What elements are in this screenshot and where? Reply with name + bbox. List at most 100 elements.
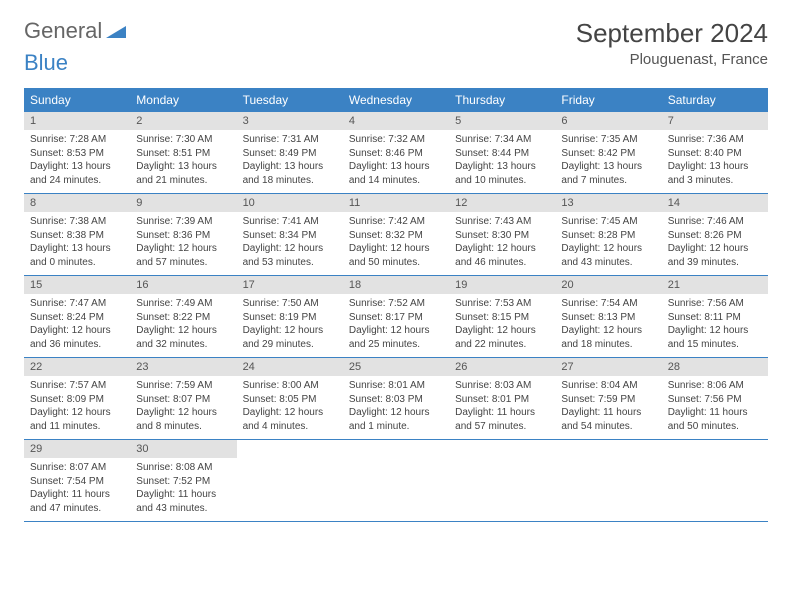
day-content: Sunrise: 7:42 AMSunset: 8:32 PMDaylight:… [343,212,449,269]
day-number: 16 [130,276,236,294]
day-number: 22 [24,358,130,376]
sunrise-line: Sunrise: 8:00 AM [243,379,337,393]
title-block: September 2024 Plouguenast, France [576,18,768,68]
day-number: 8 [24,194,130,212]
daylight-line: Daylight: 12 hours and 25 minutes. [349,324,443,351]
day-cell: 28Sunrise: 8:06 AMSunset: 7:56 PMDayligh… [662,358,768,439]
day-number: 5 [449,112,555,130]
day-cell: 12 Sunrise: 7:43 AMSunset: 8:30 PMDayligh… [449,194,555,275]
daylight-line: Daylight: 11 hours and 47 minutes. [30,488,124,515]
location: Plouguenast, France [576,51,768,68]
sunset-line: Sunset: 8:05 PM [243,393,337,407]
day-cell: 30Sunrise: 8:08 AMSunset: 7:52 PMDayligh… [130,440,236,521]
day-cell: 18Sunrise: 7:52 AMSunset: 8:17 PMDayligh… [343,276,449,357]
sunrise-line: Sunrise: 8:03 AM [455,379,549,393]
daylight-line: Daylight: 12 hours and 22 minutes. [455,324,549,351]
day-content: Sunrise: 7:31 AMSunset: 8:49 PMDaylight:… [237,130,343,187]
day-content: Sunrise: 8:01 AMSunset: 8:03 PMDaylight:… [343,376,449,433]
sunrise-line: Sunrise: 7:43 AM [455,215,549,229]
day-content: Sunrise: 8:06 AMSunset: 7:56 PMDaylight:… [662,376,768,433]
day-header: Tuesday [237,88,343,112]
sunset-line: Sunset: 8:51 PM [136,147,230,161]
day-number: 4 [343,112,449,130]
sunset-line: Sunset: 8:44 PM [455,147,549,161]
sunset-line: Sunset: 8:28 PM [561,229,655,243]
sunset-line: Sunset: 8:17 PM [349,311,443,325]
daylight-line: Daylight: 12 hours and 50 minutes. [349,242,443,269]
day-cell: 2Sunrise: 7:30 AMSunset: 8:51 PMDaylight… [130,112,236,193]
sunset-line: Sunset: 8:01 PM [455,393,549,407]
day-cell: 23Sunrise: 7:59 AMSunset: 8:07 PMDayligh… [130,358,236,439]
sunrise-line: Sunrise: 7:52 AM [349,297,443,311]
day-cell: 8Sunrise: 7:38 AMSunset: 8:38 PMDaylight… [24,194,130,275]
sunset-line: Sunset: 8:07 PM [136,393,230,407]
sunset-line: Sunset: 8:53 PM [30,147,124,161]
day-content: Sunrise: 7:39 AMSunset: 8:36 PMDaylight:… [130,212,236,269]
daylight-line: Daylight: 12 hours and 36 minutes. [30,324,124,351]
sunset-line: Sunset: 7:56 PM [668,393,762,407]
day-number: 12 [449,194,555,212]
day-number: 1 [24,112,130,130]
sunset-line: Sunset: 8:03 PM [349,393,443,407]
daylight-line: Daylight: 12 hours and 11 minutes. [30,406,124,433]
sunset-line: Sunset: 8:36 PM [136,229,230,243]
daylight-line: Daylight: 12 hours and 43 minutes. [561,242,655,269]
day-content: Sunrise: 8:07 AMSunset: 7:54 PMDaylight:… [24,458,130,515]
day-number: 19 [449,276,555,294]
daylight-line: Daylight: 11 hours and 54 minutes. [561,406,655,433]
day-header: Friday [555,88,661,112]
day-content: Sunrise: 7:56 AMSunset: 8:11 PMDaylight:… [662,294,768,351]
day-header: Monday [130,88,236,112]
day-content: Sunrise: 7:41 AMSunset: 8:34 PMDaylight:… [237,212,343,269]
day-cell: 26Sunrise: 8:03 AMSunset: 8:01 PMDayligh… [449,358,555,439]
day-content: Sunrise: 7:38 AMSunset: 8:38 PMDaylight:… [24,212,130,269]
sunrise-line: Sunrise: 8:04 AM [561,379,655,393]
day-number: 20 [555,276,661,294]
sunset-line: Sunset: 8:32 PM [349,229,443,243]
day-number: 24 [237,358,343,376]
sunrise-line: Sunrise: 7:41 AM [243,215,337,229]
sunset-line: Sunset: 8:19 PM [243,311,337,325]
sunset-line: Sunset: 8:30 PM [455,229,549,243]
day-number: 13 [555,194,661,212]
day-cell [449,440,555,521]
sunrise-line: Sunrise: 7:50 AM [243,297,337,311]
logo: General [24,18,128,44]
day-content: Sunrise: 8:08 AMSunset: 7:52 PMDaylight:… [130,458,236,515]
day-content: Sunrise: 7:35 AMSunset: 8:42 PMDaylight:… [555,130,661,187]
day-number: 17 [237,276,343,294]
day-content: Sunrise: 7:50 AMSunset: 8:19 PMDaylight:… [237,294,343,351]
day-content: Sunrise: 7:28 AMSunset: 8:53 PMDaylight:… [24,130,130,187]
daylight-line: Daylight: 13 hours and 14 minutes. [349,160,443,187]
day-cell [343,440,449,521]
daylight-line: Daylight: 12 hours and 46 minutes. [455,242,549,269]
sunrise-line: Sunrise: 7:56 AM [668,297,762,311]
sunrise-line: Sunrise: 7:54 AM [561,297,655,311]
day-number: 2 [130,112,236,130]
sunrise-line: Sunrise: 7:42 AM [349,215,443,229]
daylight-line: Daylight: 13 hours and 7 minutes. [561,160,655,187]
sunset-line: Sunset: 8:34 PM [243,229,337,243]
day-cell: 25Sunrise: 8:01 AMSunset: 8:03 PMDayligh… [343,358,449,439]
day-number: 14 [662,194,768,212]
day-number: 30 [130,440,236,458]
sunset-line: Sunset: 8:26 PM [668,229,762,243]
day-content: Sunrise: 7:34 AMSunset: 8:44 PMDaylight:… [449,130,555,187]
day-number: 26 [449,358,555,376]
sunrise-line: Sunrise: 7:49 AM [136,297,230,311]
day-cell: 22Sunrise: 7:57 AMSunset: 8:09 PMDayligh… [24,358,130,439]
day-content: Sunrise: 7:53 AMSunset: 8:15 PMDaylight:… [449,294,555,351]
day-header: Sunday [24,88,130,112]
sunrise-line: Sunrise: 8:08 AM [136,461,230,475]
sunset-line: Sunset: 8:09 PM [30,393,124,407]
sunrise-line: Sunrise: 7:28 AM [30,133,124,147]
day-number: 6 [555,112,661,130]
day-number: 29 [24,440,130,458]
day-number: 7 [662,112,768,130]
day-cell [555,440,661,521]
day-cell: 4Sunrise: 7:32 AMSunset: 8:46 PMDaylight… [343,112,449,193]
daylight-line: Daylight: 12 hours and 32 minutes. [136,324,230,351]
daylight-line: Daylight: 12 hours and 8 minutes. [136,406,230,433]
day-cell: 14Sunrise: 7:46 AMSunset: 8:26 PMDayligh… [662,194,768,275]
day-number: 25 [343,358,449,376]
